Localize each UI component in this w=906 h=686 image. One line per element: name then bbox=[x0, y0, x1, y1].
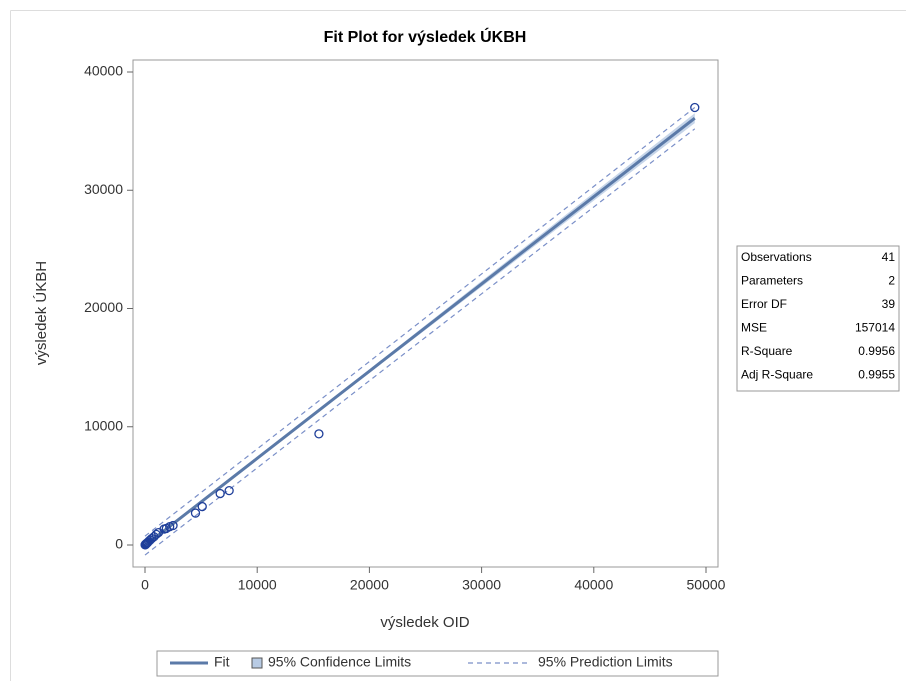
stats-value: 39 bbox=[882, 297, 896, 311]
plot-frame bbox=[132, 59, 719, 568]
x-tick-label: 20000 bbox=[350, 577, 389, 593]
y-tick-label: 40000 bbox=[84, 63, 123, 79]
legend-label: Fit bbox=[214, 654, 230, 670]
fit-line bbox=[144, 116, 696, 547]
x-tick-label: 10000 bbox=[238, 577, 277, 593]
x-tick-label: 30000 bbox=[462, 577, 501, 593]
stats-table bbox=[736, 245, 900, 392]
data-point bbox=[140, 540, 150, 550]
stats-label: R-Square bbox=[741, 344, 793, 358]
y-tick-label: 30000 bbox=[84, 181, 123, 197]
stats-value: 157014 bbox=[855, 321, 895, 335]
legend-label: 95% Confidence Limits bbox=[268, 654, 411, 670]
x-tick-label: 50000 bbox=[687, 577, 726, 593]
stats-label: MSE bbox=[741, 321, 767, 335]
stats-label: Parameters bbox=[741, 274, 803, 288]
data-point bbox=[215, 488, 225, 499]
prediction-limit bbox=[144, 107, 696, 537]
data-point bbox=[690, 102, 700, 113]
legend bbox=[156, 650, 719, 677]
y-tick-label: 10000 bbox=[84, 417, 123, 433]
stats-value: 2 bbox=[888, 274, 895, 288]
prediction-limit bbox=[144, 128, 696, 556]
legend-ci-swatch bbox=[251, 657, 263, 669]
y-tick-label: 0 bbox=[115, 536, 123, 552]
stats-value: 0.9955 bbox=[858, 368, 895, 382]
x-axis-label: výsledek OID bbox=[380, 614, 469, 631]
stats-value: 41 bbox=[882, 250, 896, 264]
data-point bbox=[224, 485, 234, 496]
stats-label: Observations bbox=[741, 250, 812, 264]
y-axis-label: výsledek ÚKBH bbox=[33, 261, 50, 365]
stats-value: 0.9956 bbox=[858, 344, 895, 358]
chart-title: Fit Plot for výsledek ÚKBH bbox=[324, 27, 527, 46]
data-point bbox=[197, 501, 207, 512]
data-point bbox=[190, 508, 201, 518]
stats-label: Adj R-Square bbox=[741, 368, 813, 382]
data-point bbox=[314, 429, 324, 439]
stats-label: Error DF bbox=[741, 297, 787, 311]
x-tick-label: 40000 bbox=[574, 577, 613, 593]
x-tick-label: 0 bbox=[141, 577, 149, 593]
legend-label: 95% Prediction Limits bbox=[538, 654, 673, 670]
y-tick-label: 20000 bbox=[84, 299, 123, 315]
